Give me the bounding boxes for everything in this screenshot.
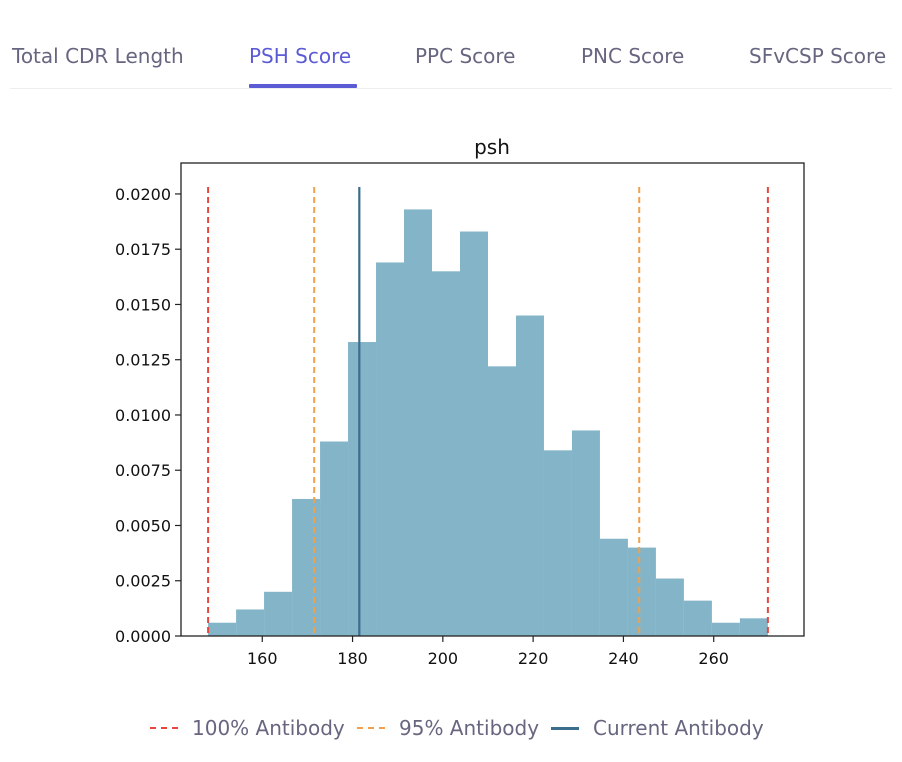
y-tick-label: 0.0050: [115, 516, 171, 535]
histogram-bar: [655, 578, 684, 636]
histogram-bar: [404, 209, 433, 636]
x-tick-label: 180: [337, 649, 368, 668]
tab-ppc-score[interactable]: PPC Score: [415, 44, 516, 68]
dashed-red-line-icon: [150, 727, 178, 729]
score-tabs: Total CDR Length PSH Score PPC Score PNC…: [0, 0, 902, 89]
tab-sfvcsp-score[interactable]: SFvCSP Score: [749, 44, 887, 68]
y-tick-label: 0.0200: [115, 185, 171, 204]
legend-label-current-antibody: Current Antibody: [593, 716, 764, 740]
histogram-bar: [599, 538, 628, 636]
y-tick-label: 0.0175: [115, 240, 171, 259]
histogram-bar: [459, 231, 488, 637]
histogram-bar: [376, 262, 405, 636]
solid-blue-line-icon: [551, 726, 579, 730]
x-tick-label: 240: [608, 649, 639, 668]
chart-title: psh: [474, 135, 510, 159]
legend-label-95-antibody: 95% Antibody: [399, 716, 540, 740]
tab-total-cdr-length[interactable]: Total CDR Length: [12, 44, 184, 68]
y-tick-label: 0.0100: [115, 406, 171, 425]
histogram-bar: [711, 622, 740, 636]
y-tick-label: 0.0025: [115, 572, 171, 591]
y-tick-label: 0.0150: [115, 295, 171, 314]
legend-item-current-antibody: Current Antibody: [551, 716, 764, 740]
plot-frame: [180, 162, 805, 637]
y-tick-label: 0.0075: [115, 461, 171, 480]
x-tick-label: 160: [247, 649, 278, 668]
histogram-bar: [739, 618, 768, 636]
psh-histogram-chart: psh 160 180 200 220 240 260 0.0000 0.0025 0.0050…: [115, 135, 805, 668]
tab-pnc-score[interactable]: PNC Score: [581, 44, 685, 68]
histogram-bar: [320, 441, 349, 636]
histogram-bar: [348, 342, 377, 636]
dashed-orange-line-icon: [357, 727, 385, 729]
x-tick-label: 260: [698, 649, 729, 668]
active-tab-indicator: [249, 84, 357, 88]
tab-psh-score[interactable]: PSH Score: [249, 44, 352, 68]
legend-item-95-antibody: 95% Antibody: [357, 716, 539, 740]
x-tick-label: 200: [428, 649, 459, 668]
histogram-bar: [292, 498, 321, 636]
y-tick-label: 0.0125: [115, 351, 171, 370]
histogram-bar: [487, 366, 516, 636]
histogram-bar: [683, 600, 712, 636]
histogram-bar: [264, 591, 293, 636]
y-tick-label: 0.0000: [115, 627, 171, 646]
histogram-bar: [543, 450, 572, 636]
histogram-bar: [571, 430, 600, 636]
legend-item-100-antibody: 100% Antibody: [150, 716, 345, 740]
tabs-divider: [10, 88, 892, 89]
histogram-bar: [208, 622, 237, 636]
histogram-bar: [515, 315, 544, 636]
legend-label-100-antibody: 100% Antibody: [192, 716, 345, 740]
x-tick-label: 220: [518, 649, 549, 668]
histogram-bar: [236, 609, 265, 636]
histogram-bar: [432, 271, 460, 636]
histogram-bar: [627, 547, 656, 636]
